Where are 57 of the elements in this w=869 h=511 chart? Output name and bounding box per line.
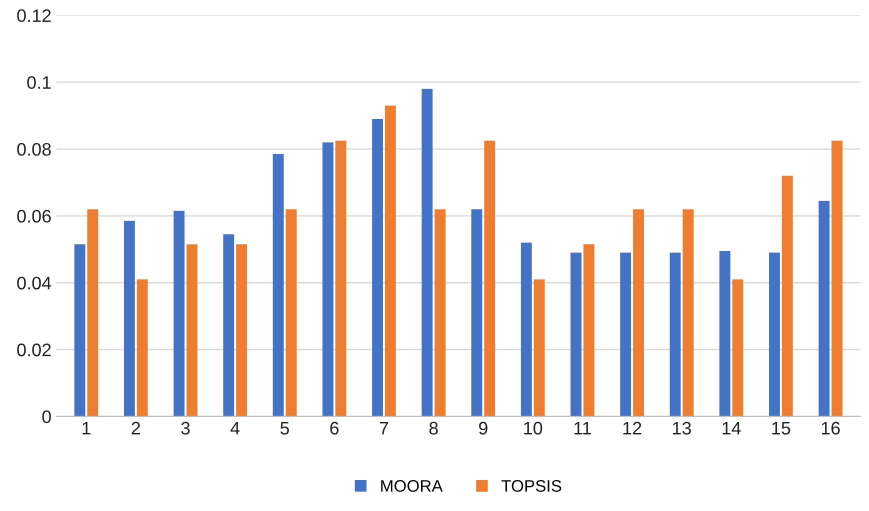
x-tick-label: 3 <box>181 422 190 435</box>
x-tick-label: 11 <box>574 422 591 434</box>
bar <box>434 209 446 416</box>
bar <box>633 209 644 416</box>
x-tick-label: 1 <box>82 422 90 434</box>
x-tick-label: 2 <box>132 422 140 434</box>
x-tick-label: 12 <box>623 422 642 434</box>
x-tick-label: 9 <box>479 422 488 435</box>
bar <box>87 209 98 416</box>
bar <box>818 200 830 416</box>
y-tick-label: 0.1 <box>27 76 51 89</box>
x-tick-label: 10 <box>524 422 542 435</box>
bar <box>570 252 582 416</box>
x-tick-label: 15 <box>772 422 790 435</box>
bar <box>286 209 297 416</box>
x-tick-label: 7 <box>380 422 388 434</box>
bar <box>484 140 496 416</box>
y-tick-label: 0.04 <box>17 276 52 290</box>
y-tick-label: 0.06 <box>17 210 51 223</box>
bar <box>272 154 284 416</box>
bar <box>670 252 681 416</box>
legend-label: MOORA <box>381 480 443 492</box>
bar <box>372 118 383 416</box>
bar <box>520 242 532 416</box>
bar <box>782 176 793 416</box>
x-tick-label: 6 <box>330 422 339 435</box>
bar <box>422 88 433 416</box>
bar <box>832 140 842 416</box>
x-tick-label: 4 <box>230 422 240 434</box>
legend-label: TOPSIS <box>502 480 562 492</box>
bar <box>174 210 184 416</box>
y-tick-label: 0.12 <box>17 9 51 22</box>
x-tick-label: 5 <box>280 422 289 435</box>
bar <box>534 279 545 416</box>
y-tick-label: 0 <box>42 410 51 424</box>
bar <box>682 209 694 416</box>
bar <box>335 140 346 416</box>
y-tick-label: 0.02 <box>17 344 51 356</box>
bar <box>583 244 594 416</box>
bar <box>719 250 730 416</box>
bar <box>74 244 86 416</box>
x-tick-label: 13 <box>673 422 691 435</box>
x-tick-label: 14 <box>722 422 741 434</box>
bar <box>732 279 744 416</box>
x-tick-label: 16 <box>822 422 840 435</box>
bar <box>236 244 248 416</box>
bar <box>322 142 334 416</box>
bar <box>384 106 396 416</box>
bar <box>124 220 135 416</box>
y-tick-label: 0.08 <box>17 142 51 156</box>
x-tick-label: 8 <box>429 422 438 435</box>
bar <box>136 279 148 416</box>
bar <box>769 252 780 416</box>
bar <box>186 244 198 416</box>
bar <box>471 209 482 416</box>
bar <box>620 252 632 416</box>
bar <box>223 234 234 416</box>
